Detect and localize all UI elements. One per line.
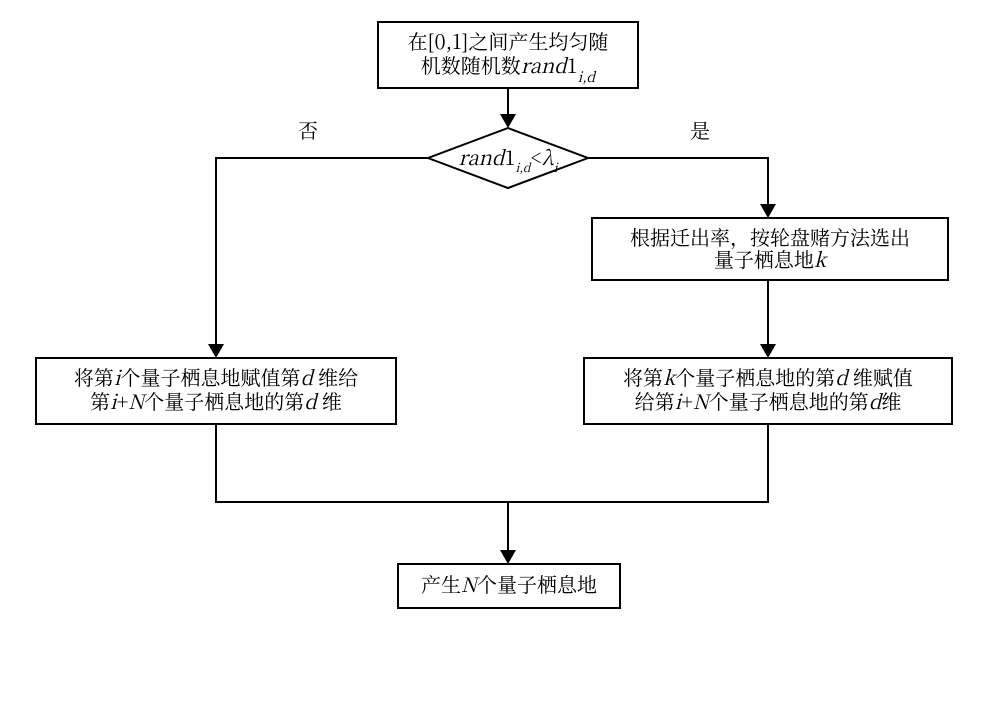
edge-1: 否 [208,115,428,358]
arrowhead [760,204,776,218]
no-line2: 第i+N个量子栖息地的第d 维 [90,386,342,415]
yesA-line2: 量子栖息地k [714,244,829,273]
edge-3 [760,280,776,358]
start-box: 在[0,1]之间产生均匀随机数随机数rand1i,d [378,22,638,88]
edge-0 [500,88,516,128]
end-box: 产生N个量子栖息地 [398,564,620,608]
yesB-line2: 给第i+N个量子栖息地的第d维 [635,386,902,415]
end-line1: 产生N个量子栖息地 [421,569,597,598]
edge-label: 是 [690,115,710,144]
edge-5 [500,502,516,564]
yes-step-1: 根据迁出率，按轮盘赌方法选出量子栖息地k [592,218,948,280]
arrowhead [500,550,516,564]
edge-4 [216,424,768,502]
edge-2: 是 [588,115,776,218]
arrowhead [208,344,224,358]
yes-step-2: 将第k个量子栖息地的第d 维赋值给第i+N个量子栖息地的第d维 [584,358,952,424]
arrowhead [500,114,516,128]
decision-label: rand1i,d<λi [458,142,558,175]
arrowhead [760,344,776,358]
no-step: 将第i个量子栖息地赋值第d 维给第i+N个量子栖息地的第d 维 [36,358,396,424]
decision-diamond: rand1i,d<λi [428,128,588,188]
edge-label: 否 [298,115,318,144]
